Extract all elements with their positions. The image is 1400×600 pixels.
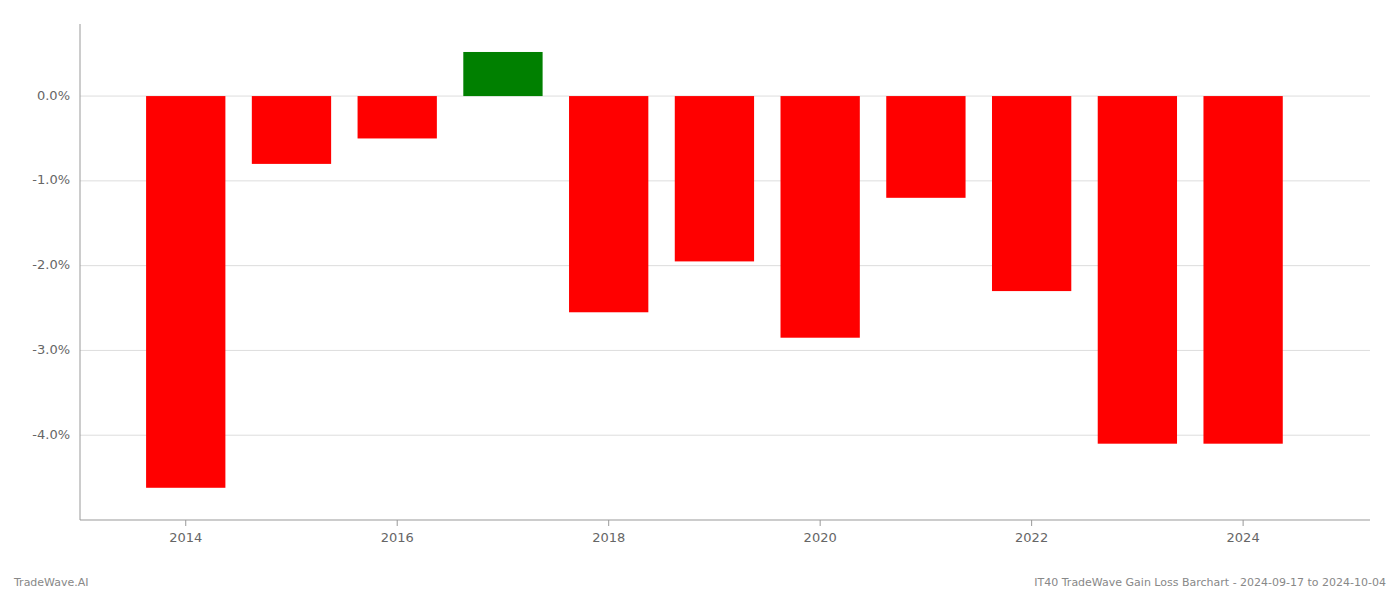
chart-svg: 0.0% -1.0% -2.0% -3.0% -4.0% 2014 2016 2018 2020… <box>0 0 1400 600</box>
bar <box>886 96 965 198</box>
y-axis: 0.0% -1.0% -2.0% -3.0% -4.0% <box>32 24 80 520</box>
x-tick <box>397 520 398 526</box>
bar <box>252 96 331 164</box>
bar <box>358 96 437 138</box>
x-tick-label: 2022 <box>1015 530 1048 545</box>
x-tick-label: 2020 <box>804 530 837 545</box>
x-tick-label: 2014 <box>169 530 202 545</box>
y-tick-label: -2.0% <box>32 257 70 272</box>
x-tick <box>185 520 186 526</box>
bar <box>1203 96 1282 444</box>
bar <box>675 96 754 261</box>
y-tick-label: -4.0% <box>32 427 70 442</box>
bar <box>992 96 1071 291</box>
bar <box>781 96 860 338</box>
x-tick-label: 2016 <box>381 530 414 545</box>
x-tick-label: 2018 <box>592 530 625 545</box>
x-tick-label: 2024 <box>1227 530 1260 545</box>
bar <box>1098 96 1177 444</box>
chart-container: 0.0% -1.0% -2.0% -3.0% -4.0% 2014 2016 2018 2020… <box>0 0 1400 600</box>
y-tick-label: -1.0% <box>32 172 70 187</box>
y-axis-line <box>80 24 81 520</box>
x-tick <box>1031 520 1032 526</box>
annotations: TradeWave.AI IT40 TradeWave Gain Loss Bar… <box>13 576 1386 589</box>
watermark: IT40 TradeWave Gain Loss Barchart - 2024… <box>1034 576 1386 589</box>
watermark: TradeWave.AI <box>13 576 89 589</box>
x-axis: 2014 2016 2018 2020 2022 2024 <box>80 520 1370 545</box>
x-tick <box>1243 520 1244 526</box>
bar <box>146 96 225 488</box>
x-axis-line <box>80 520 1370 521</box>
bar <box>463 52 542 96</box>
y-tick-label: -3.0% <box>32 342 70 357</box>
x-tick <box>820 520 821 526</box>
bar <box>569 96 648 312</box>
y-tick-label: 0.0% <box>37 88 70 103</box>
bars <box>146 52 1283 488</box>
x-tick <box>608 520 609 526</box>
